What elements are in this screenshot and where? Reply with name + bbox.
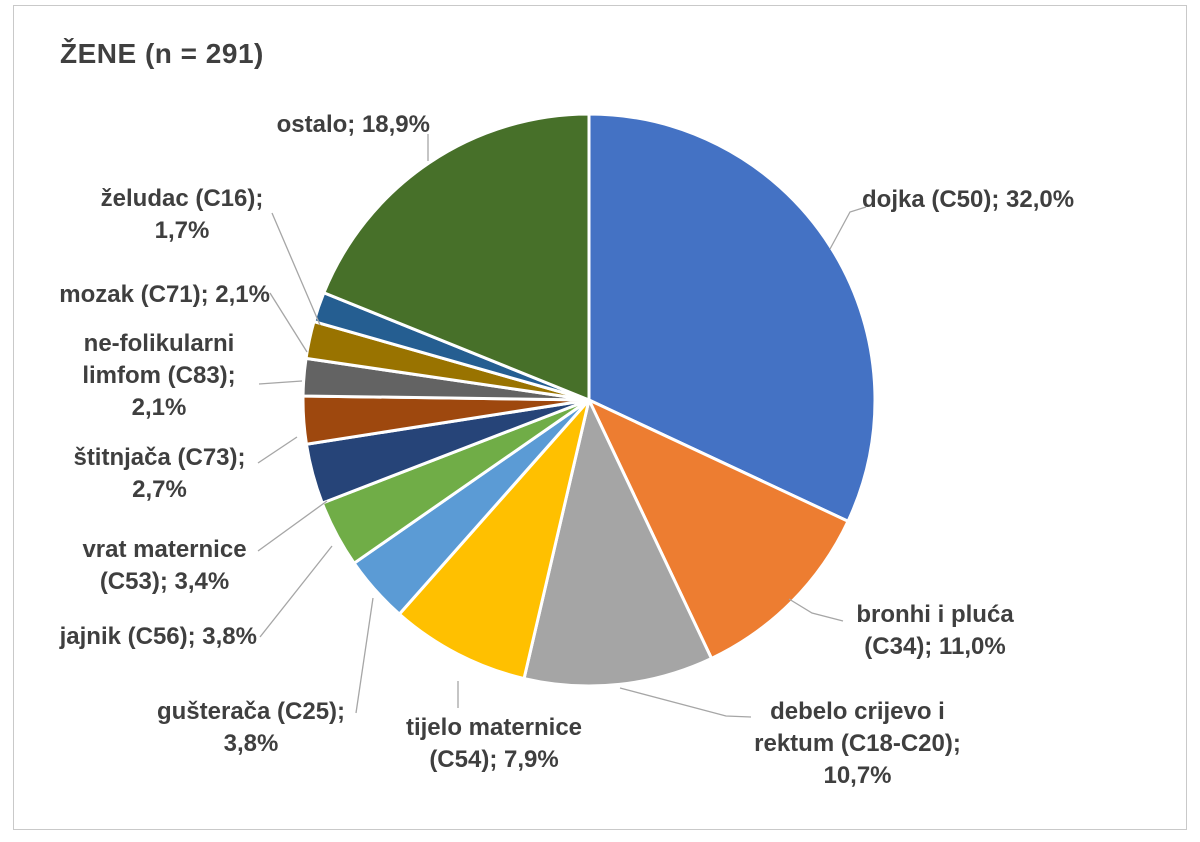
label-debelo-crijevo: debelo crijevo i rektum (C18-C20); 10,7%	[754, 698, 961, 789]
leader-bronhi	[788, 598, 844, 622]
label-stitnjaca: štitnjača (C73); 2,7%	[73, 444, 246, 503]
leader-mozak	[269, 292, 308, 353]
leader-gusteraca	[355, 597, 374, 714]
leader-ne-folikularni	[258, 380, 303, 385]
label-ostalo: ostalo; 18,9%	[276, 111, 430, 138]
leader-jajnik	[259, 545, 333, 638]
label-jajnik: jajnik (C56); 3,8%	[59, 623, 257, 650]
pie-slice-bronhi-i-pluca-c34	[587, 398, 850, 660]
label-tijelo: tijelo maternice (C54); 7,9%	[405, 714, 583, 773]
leader-debelo-crijevo	[619, 687, 752, 718]
pie-slice-debelo-crijevo-i-rektum-c18-c20	[522, 398, 713, 688]
leader-zeludac	[271, 212, 321, 326]
leader-dojka	[829, 206, 867, 250]
pie-slice-ostalo	[322, 112, 591, 402]
label-bronhi: bronhi i pluća (C34); 11,0%	[856, 601, 1014, 660]
label-mozak: mozak (C71); 2,1%	[59, 281, 270, 308]
leader-stitnjaca	[257, 436, 298, 464]
label-dojka: dojka (C50); 32,0%	[862, 186, 1075, 213]
pie-slices	[301, 112, 877, 688]
leader-lines	[257, 134, 867, 718]
chart-title: ŽENE (n = 291)	[60, 38, 264, 69]
leader-vrat	[257, 500, 328, 552]
label-vrat: vrat maternice (C53); 3,4%	[82, 536, 247, 595]
label-ne-folikularni: ne-folikularni limfom (C83); 2,1%	[82, 330, 236, 421]
label-zeludac: želudac (C16); 1,7%	[100, 185, 264, 244]
pie-slice-dojka-c50	[587, 112, 877, 523]
label-gusteraca: gušterača (C25); 3,8%	[156, 698, 346, 757]
pie-slice-tijelo-maternice-c54	[397, 398, 591, 681]
